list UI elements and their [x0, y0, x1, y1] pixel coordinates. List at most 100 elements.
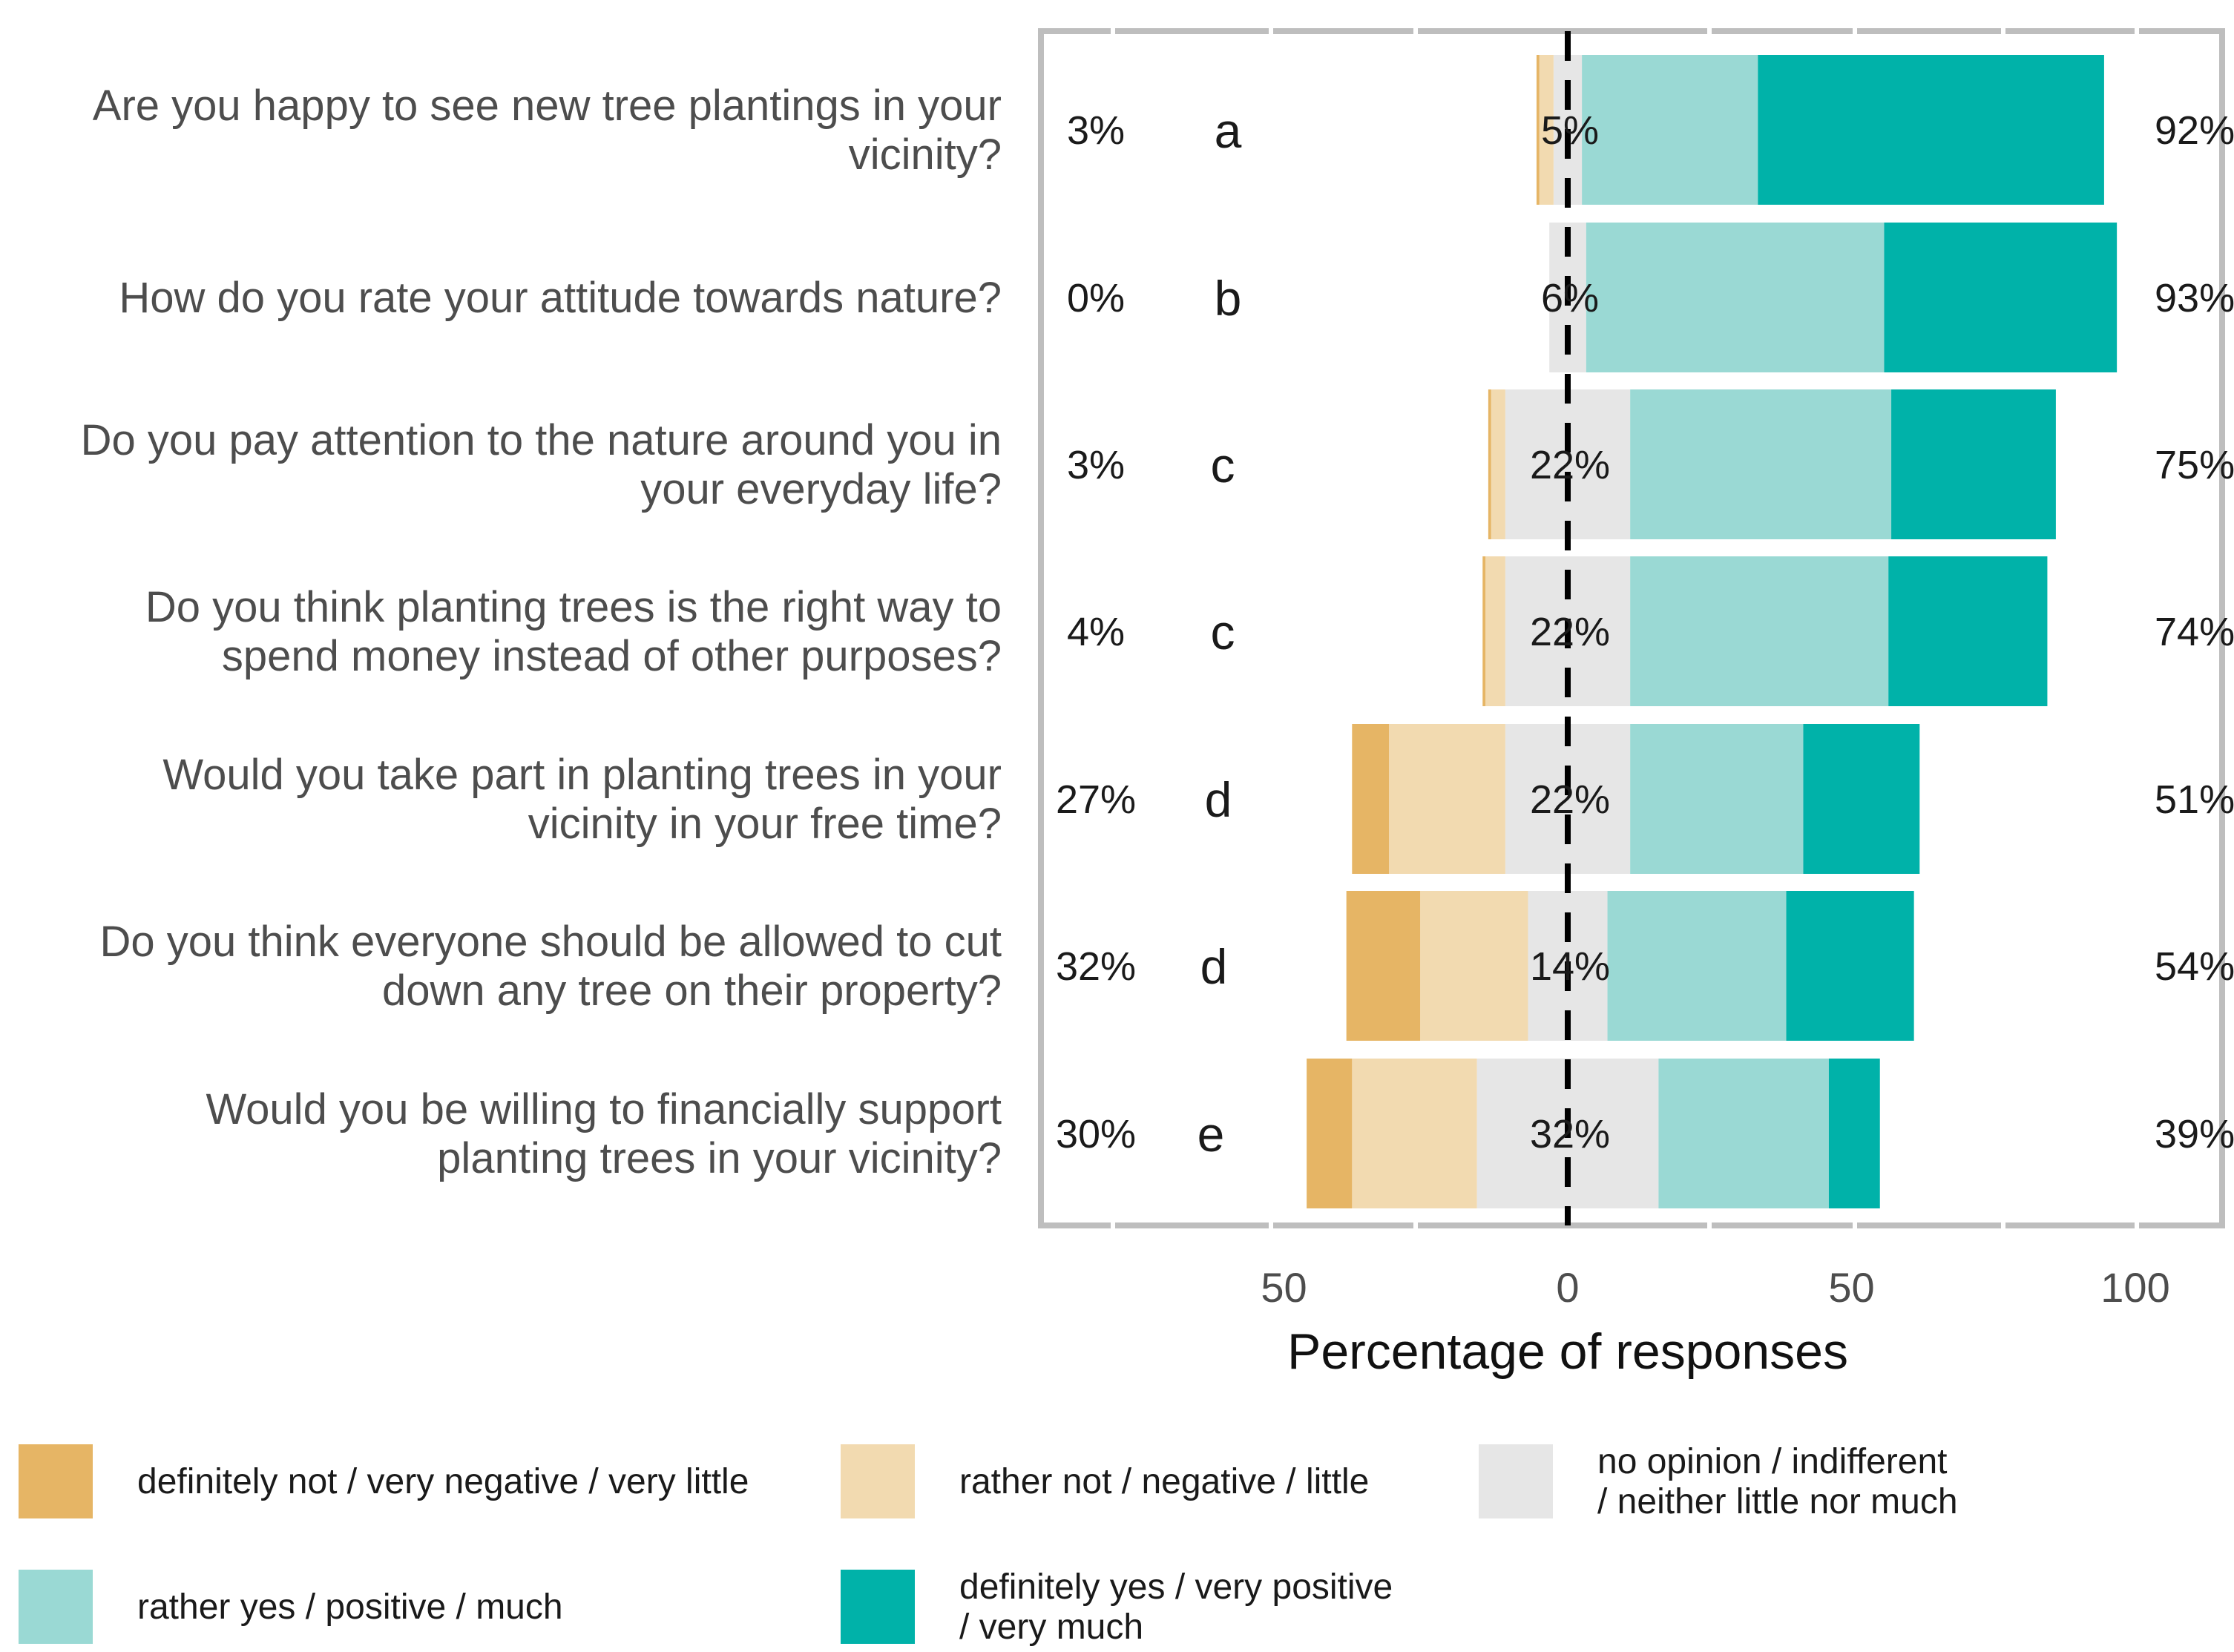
bar-segment-rather-yes [1630, 389, 1892, 539]
legend-label-line: / neither little nor much [1597, 1482, 1958, 1521]
legend-label: rather not / negative / little [959, 1462, 1369, 1501]
question-label-line: How do you rate your attitude towards na… [119, 274, 1002, 322]
legend-label-line: definitely not / very negative / very li… [137, 1462, 749, 1501]
legend-swatch [841, 1570, 915, 1644]
group-letter: a [1215, 103, 1242, 158]
legend-label-line: rather yes / positive / much [137, 1587, 563, 1627]
x-tick-label: 50 [1261, 1264, 1307, 1311]
bar-segment-neutral [1505, 389, 1631, 539]
bar-segment-rather-yes [1630, 556, 1889, 706]
bar-segment-rather-yes [1607, 891, 1787, 1041]
legend-label: definitely not / very negative / very li… [137, 1462, 749, 1501]
question-label-line: spend money instead of other purposes? [222, 632, 1002, 680]
question-label: How do you rate your attitude towards na… [119, 274, 1002, 322]
neutral-percent-label: 22% [1530, 610, 1610, 654]
bar-segment-definitely-yes [1758, 55, 2104, 205]
question-label-line: your everyday life? [640, 465, 1002, 513]
bar-segment-definitely-yes [1884, 223, 2118, 372]
group-letter: d [1205, 772, 1232, 827]
question-label-line: Do you think planting trees is the right… [145, 583, 1002, 631]
question-label-line: Would you be willing to financially supp… [206, 1085, 1002, 1133]
bar-segment-rather-yes [1586, 223, 1885, 372]
negative-percent-label: 30% [1056, 1112, 1136, 1156]
bar-segment-definitely-not [1307, 1059, 1353, 1208]
bar-segment-rather-not [1352, 1059, 1477, 1208]
legend-swatch [1479, 1444, 1553, 1518]
group-letter: d [1200, 939, 1228, 994]
bar-segment-neutral [1505, 724, 1631, 874]
negative-percent-label: 3% [1067, 108, 1125, 153]
legend-swatch [19, 1570, 93, 1644]
negative-percent-label: 32% [1056, 944, 1136, 989]
legend-label: rather yes / positive / much [137, 1587, 563, 1627]
x-axis-title: Percentage of responses [1287, 1323, 1848, 1380]
bar-segment-rather-not [1389, 724, 1505, 874]
x-tick-label: 0 [1556, 1264, 1579, 1311]
question-label: Do you think planting trees is the right… [145, 583, 1002, 680]
legend-label: definitely yes / very positive / very muc… [959, 1567, 1393, 1647]
question-label: Are you happy to see new tree plantings … [93, 82, 1002, 179]
bar-segment-rather-yes [1582, 55, 1758, 205]
bar-segment-rather-not [1420, 891, 1528, 1041]
legend-swatch [841, 1444, 915, 1518]
positive-percent-label: 93% [2155, 276, 2234, 320]
neutral-percent-label: 22% [1530, 777, 1610, 822]
neutral-percent-label: 6% [1541, 276, 1599, 320]
positive-percent-label: 92% [2155, 108, 2234, 153]
question-label: Do you think everyone should be allowed … [99, 918, 1002, 1015]
neutral-percent-label: 32% [1530, 1112, 1610, 1156]
bar-segment-definitely-not [1488, 389, 1491, 539]
negative-percent-label: 3% [1067, 443, 1125, 487]
x-tick-label: 100 [2100, 1264, 2169, 1311]
question-label: Would you be willing to financially supp… [206, 1085, 1002, 1182]
positive-percent-label: 74% [2155, 610, 2234, 654]
legend-label-line: definitely yes / very positive [959, 1567, 1393, 1607]
bar-segment-definitely-not [1352, 724, 1390, 874]
legend-label-line: no opinion / indifferent [1597, 1442, 1947, 1481]
question-label-line: Do you think everyone should be allowed … [99, 918, 1002, 966]
bar-segment-rather-not [1485, 556, 1505, 706]
neutral-percent-label: 5% [1541, 108, 1599, 153]
question-label-line: vicinity? [849, 131, 1002, 179]
positive-percent-label: 51% [2155, 777, 2234, 822]
question-label-line: Would you take part in planting trees in… [162, 751, 1002, 799]
bar-segment-definitely-yes [1786, 891, 1914, 1041]
question-label-line: Are you happy to see new tree plantings … [93, 82, 1002, 130]
positive-percent-label: 54% [2155, 944, 2234, 989]
positive-percent-label: 75% [2155, 443, 2234, 487]
question-label-line: down any tree on their property? [382, 967, 1002, 1015]
bar-segment-definitely-yes [1888, 556, 2048, 706]
positive-percent-label: 39% [2155, 1112, 2234, 1156]
negative-percent-label: 0% [1067, 276, 1125, 320]
bar-segment-rather-not [1539, 55, 1554, 205]
group-letter: b [1215, 271, 1242, 326]
bar-segment-rather-yes [1630, 724, 1804, 874]
question-label-line: vicinity in your free time? [528, 800, 1002, 848]
bar-segment-definitely-yes [1828, 1059, 1880, 1208]
bar-segment-definitely-yes [1803, 724, 1920, 874]
legend-label-line: / very much [959, 1607, 1143, 1647]
question-label: Would you take part in planting trees in… [162, 751, 1002, 848]
question-label-line: Do you pay attention to the nature aroun… [81, 416, 1002, 464]
legend-swatch [19, 1444, 93, 1518]
bar-segment-rather-not [1491, 389, 1505, 539]
x-tick-label: 50 [1828, 1264, 1874, 1311]
negative-percent-label: 4% [1067, 610, 1125, 654]
bar-segment-definitely-not [1346, 891, 1421, 1041]
bar-segment-rather-yes [1658, 1059, 1829, 1208]
group-letter: c [1211, 438, 1235, 493]
bar-segment-definitely-not [1482, 556, 1486, 706]
question-label: Do you pay attention to the nature aroun… [81, 416, 1002, 513]
negative-percent-label: 27% [1056, 777, 1136, 822]
legend-label: no opinion / indifferent / neither little… [1597, 1442, 1958, 1521]
neutral-percent-label: 22% [1530, 443, 1610, 487]
bar-segment-definitely-not [1536, 55, 1540, 205]
plot-frame [1038, 28, 2225, 1228]
group-letter: e [1198, 1107, 1225, 1162]
question-label-line: planting trees in your vicinity? [437, 1134, 1002, 1182]
legend-label-line: rather not / negative / little [959, 1462, 1369, 1501]
bar-segment-definitely-yes [1891, 389, 2056, 539]
group-letter: c [1211, 605, 1235, 659]
